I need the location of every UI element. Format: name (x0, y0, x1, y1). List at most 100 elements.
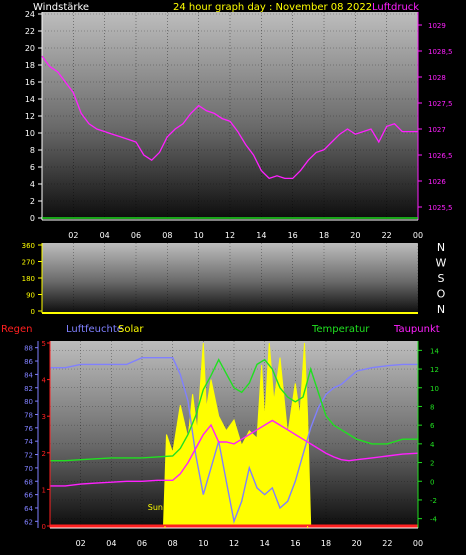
y-tick-label: 270 (22, 259, 35, 267)
x-tick-label: 12 (225, 231, 235, 240)
y-temp-tick-label: 6 (430, 422, 435, 430)
compass-letter: N (437, 241, 445, 254)
y-humidity-tick-label: 68 (24, 478, 33, 486)
y-tick-label: 0 (31, 308, 35, 316)
y-tick-label: 360 (22, 242, 35, 250)
y-temp-tick-label: 12 (430, 366, 439, 374)
solar-label: Solar (118, 324, 144, 335)
y-temp-tick-label: -4 (430, 516, 438, 524)
wind-direction-panel-bg (42, 243, 418, 313)
x-tick-label: 02 (76, 539, 86, 548)
dewpoint-line (50, 419, 419, 487)
x-tick-label: 18 (321, 539, 331, 548)
y-left-tick-label: 8 (30, 146, 35, 155)
sun-markers: Sun (148, 503, 309, 528)
compass-letter: S (438, 272, 445, 285)
y-rain-tick-label: 1 (42, 486, 46, 494)
temperature-line (50, 358, 418, 462)
y-left-tick-label: 22 (25, 27, 35, 36)
x-tick-label: 00 (413, 539, 423, 548)
y-left-tick-label: 12 (25, 112, 35, 121)
y-right-tick-label: 1027 (428, 126, 446, 134)
y-right-tick-label: 1025,5 (428, 204, 453, 212)
y-rain-tick-label: 5 (42, 340, 46, 348)
x-tick-label: 06 (131, 231, 141, 240)
rain-label: Regen (1, 324, 33, 335)
x-tick-label: 04 (106, 539, 116, 548)
y-tick-label: 90 (26, 292, 35, 300)
y-humidity-tick-label: 82 (24, 385, 33, 393)
y-humidity-tick-label: 70 (24, 465, 33, 473)
x-tick-label: 08 (162, 231, 172, 240)
y-temp-tick-label: 0 (430, 478, 434, 486)
y-humidity-tick-label: 78 (24, 411, 33, 419)
y-right-tick-label: 1026 (428, 178, 446, 186)
y-left-tick-label: 20 (25, 44, 35, 53)
x-tick-label: 12 (229, 539, 239, 548)
pressure-panel-axes: 02 04 06 08 10 12 14 16 18 20 22 000246810121416182… (25, 10, 453, 240)
x-tick-label: 16 (290, 539, 300, 548)
y-rain-tick-label: 0 (42, 523, 46, 531)
y-temp-tick-label: 10 (430, 385, 439, 393)
y-left-tick-label: 4 (30, 180, 35, 189)
compass-letter: N (437, 303, 445, 316)
y-left-tick-label: 14 (25, 95, 35, 104)
y-rain-tick-label: 3 (42, 413, 46, 421)
y-left-tick-label: 24 (25, 10, 35, 19)
y-left-tick-label: 2 (30, 197, 35, 206)
solar-area-shape (50, 342, 418, 527)
solar-area (50, 342, 418, 527)
humidity-line (50, 357, 418, 524)
header-left-label: Windstärke (33, 2, 89, 13)
compass-letter: O (437, 288, 446, 301)
header-right-label: Luftdruck (372, 2, 419, 13)
y-right-tick-label: 1026,5 (428, 152, 453, 160)
x-tick-label: 00 (413, 231, 423, 240)
pressure-line (41, 55, 418, 180)
y-left-tick-label: 18 (25, 61, 35, 70)
y-right-tick-label: 1028,5 (428, 48, 453, 56)
compass-letter: W (436, 257, 447, 270)
x-tick-label: 14 (256, 231, 266, 240)
climate-panel-axes: 02 04 06 08 10 12 14 16 18 20 22 00-4-2024681012146… (24, 340, 439, 548)
x-tick-label: 20 (352, 539, 362, 548)
y-tick-label: 180 (22, 275, 35, 283)
y-humidity-tick-label: 86 (24, 358, 33, 366)
x-tick-label: 20 (350, 231, 360, 240)
chart-title: 24 hour graph day : November 08 2022 (173, 2, 372, 13)
x-tick-label: 18 (319, 231, 329, 240)
y-left-tick-label: 10 (25, 129, 35, 138)
y-temp-tick-label: 4 (430, 441, 435, 449)
x-tick-label: 10 (198, 539, 208, 548)
y-humidity-tick-label: 88 (24, 345, 33, 353)
y-humidity-tick-label: 80 (24, 398, 33, 406)
y-left-tick-label: 16 (25, 78, 35, 87)
x-tick-label: 22 (382, 539, 392, 548)
x-tick-label: 04 (100, 231, 110, 240)
y-temp-tick-label: -2 (430, 497, 437, 505)
y-humidity-tick-label: 62 (24, 518, 33, 526)
y-humidity-tick-label: 66 (24, 492, 33, 500)
y-left-tick-label: 6 (30, 163, 35, 172)
x-tick-label: 10 (194, 231, 204, 240)
y-right-tick-label: 1028 (428, 74, 446, 82)
y-rain-tick-label: 4 (42, 377, 47, 385)
x-tick-label: 08 (168, 539, 178, 548)
y-right-tick-label: 1027,5 (428, 100, 453, 108)
x-tick-label: 14 (260, 539, 270, 548)
temperature-label: Temperatur (311, 324, 370, 335)
y-humidity-tick-label: 84 (24, 371, 33, 379)
sun-label: Sun (148, 503, 163, 512)
y-humidity-tick-label: 64 (24, 505, 33, 513)
humidity-label: Luftfeuchte (66, 324, 123, 335)
y-humidity-tick-label: 76 (24, 425, 33, 433)
y-humidity-tick-label: 72 (24, 452, 33, 460)
x-tick-label: 02 (68, 231, 78, 240)
y-rain-tick-label: 2 (42, 450, 46, 458)
wind-direction-panel-axes: 0 90 180 270 360 (22, 242, 418, 316)
pressure-panel-series (41, 55, 418, 219)
y-humidity-tick-label: 74 (24, 438, 33, 446)
y-right-tick-label: 1029 (428, 22, 446, 30)
